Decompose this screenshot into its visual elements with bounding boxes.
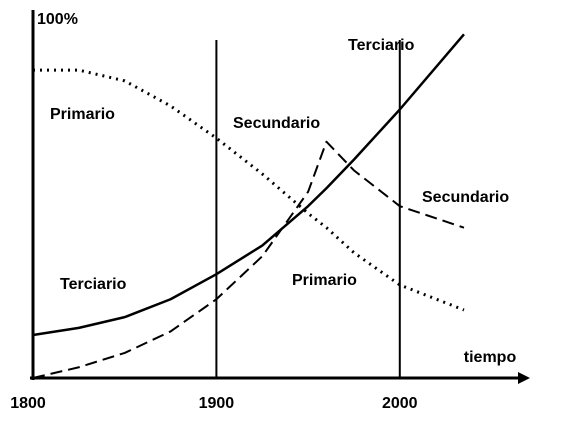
annotation: Terciario [60, 276, 127, 293]
series-label: Primario [50, 106, 115, 123]
x-axis-label: tiempo [464, 349, 517, 366]
series-label: Secundario [233, 115, 320, 132]
annotation: Secundario [422, 189, 509, 206]
annotation: Primario [292, 272, 357, 289]
series-line [32, 33, 465, 337]
x-tick-label: 1800 [10, 395, 46, 412]
series-label: Terciario [348, 37, 415, 54]
series-line [33, 68, 465, 312]
y-tick-label: 100% [37, 11, 78, 28]
axis-arrow [518, 372, 530, 384]
x-tick-label: 1900 [199, 395, 235, 412]
x-tick-label: 2000 [382, 395, 418, 412]
series-line [32, 140, 465, 379]
